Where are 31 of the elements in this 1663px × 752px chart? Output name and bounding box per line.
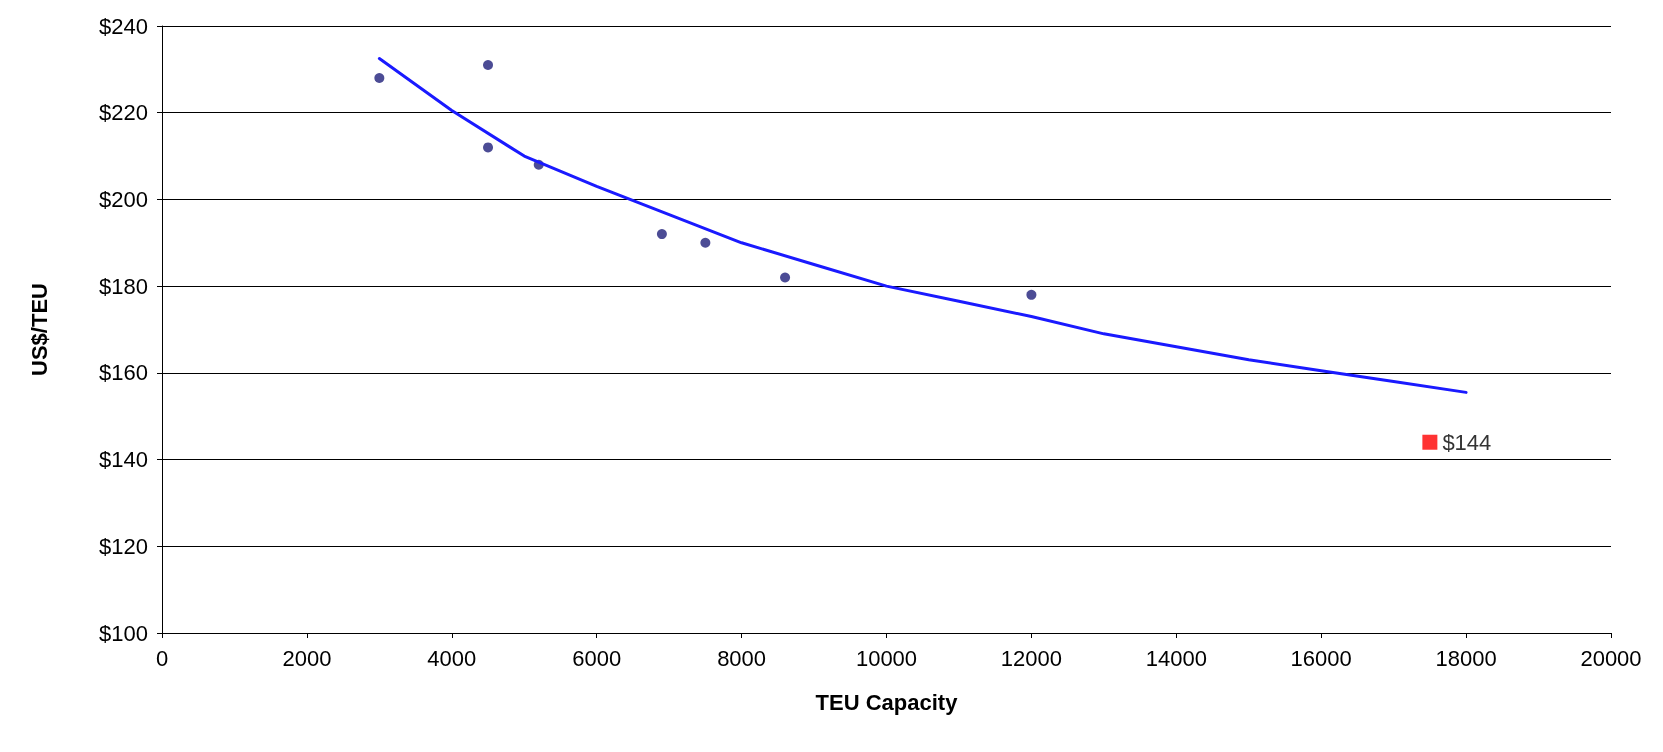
x-tick-label: 6000 (572, 645, 622, 671)
y-axis-title: US$/TEU (26, 283, 52, 376)
y-tick-label: $240 (99, 13, 148, 39)
x-tick-label: 16000 (1290, 645, 1352, 671)
y-tick-label: $140 (99, 447, 148, 473)
x-tick-label: 4000 (427, 645, 477, 671)
point (483, 60, 494, 71)
x-tick-label: 0 (155, 645, 169, 671)
y-tick-label: $100 (99, 620, 148, 646)
point (780, 272, 791, 283)
point (1422, 434, 1438, 450)
y-tick-label: $160 (99, 360, 148, 386)
x-tick-label: 10000 (855, 645, 918, 671)
y-tick-label: $180 (99, 273, 148, 299)
line-series (377, 57, 1468, 394)
point (374, 73, 385, 84)
x-tick-label: 14000 (1145, 645, 1207, 671)
point (1026, 289, 1037, 300)
point (483, 142, 494, 153)
x-tick-label: 18000 (1435, 645, 1497, 671)
x-tick-label: 12000 (1000, 645, 1062, 671)
x-tick-label: 2000 (282, 645, 332, 671)
y-tick-label: $220 (99, 100, 148, 126)
point (656, 229, 667, 240)
y-tick-label: $120 (99, 533, 148, 559)
data-label: $144 (1442, 429, 1492, 455)
x-tick-label: 8000 (717, 645, 767, 671)
x-tick-label: 20000 (1580, 645, 1642, 671)
x-axis-title: TEU Capacity (815, 689, 959, 715)
point (700, 237, 711, 248)
y-tick-label: $200 (99, 186, 148, 212)
